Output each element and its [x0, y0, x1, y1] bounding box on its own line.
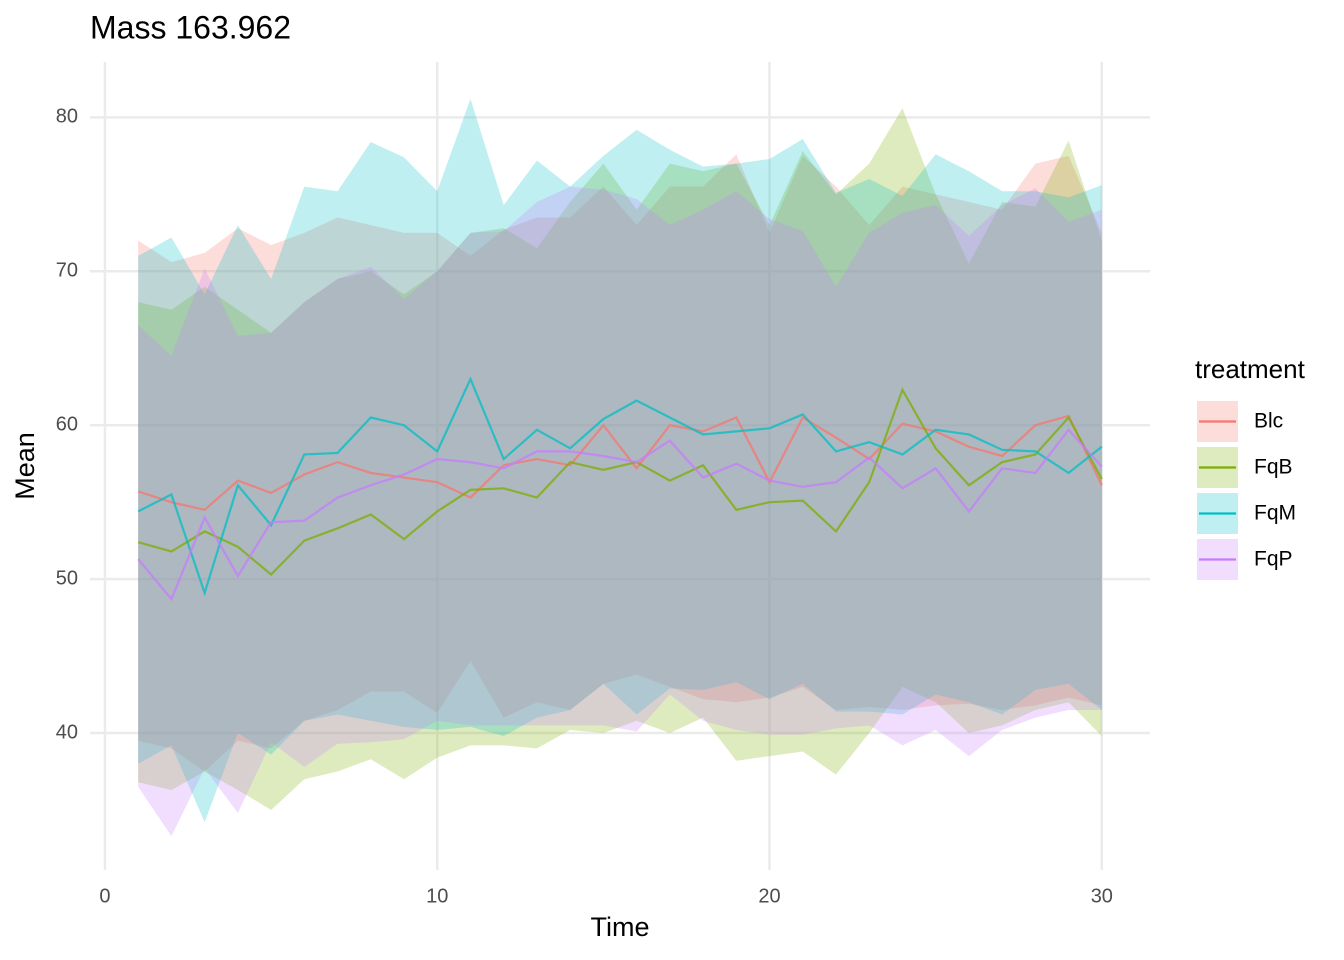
x-tick-label: 10: [426, 885, 448, 907]
ribbon: [138, 186, 1102, 837]
x-tick-label: 0: [99, 885, 110, 907]
y-tick-label: 40: [56, 721, 78, 743]
y-tick-label: 50: [56, 567, 78, 589]
y-tick-label: 80: [56, 106, 78, 128]
line: [137, 414, 1103, 512]
line: [137, 387, 1103, 576]
line: [137, 428, 1103, 602]
x-axis-label: Time: [591, 912, 650, 942]
ribbon: [138, 154, 1102, 772]
legend-label: FqM: [1254, 502, 1296, 525]
chart-title: Mass 163.962: [90, 9, 291, 45]
x-tick-label: 20: [758, 885, 780, 907]
legend-label: FqP: [1254, 548, 1293, 571]
y-tick-label: 60: [56, 413, 78, 435]
line: [137, 376, 1103, 597]
legend-title: treatment: [1195, 354, 1306, 384]
legend-label: FqB: [1254, 456, 1293, 479]
y-tick-label: 70: [56, 260, 78, 282]
x-tick-label: 30: [1091, 885, 1113, 907]
y-axis-label: Mean: [10, 432, 40, 500]
legend-label: Blc: [1254, 410, 1283, 433]
ribbon: [138, 98, 1102, 823]
